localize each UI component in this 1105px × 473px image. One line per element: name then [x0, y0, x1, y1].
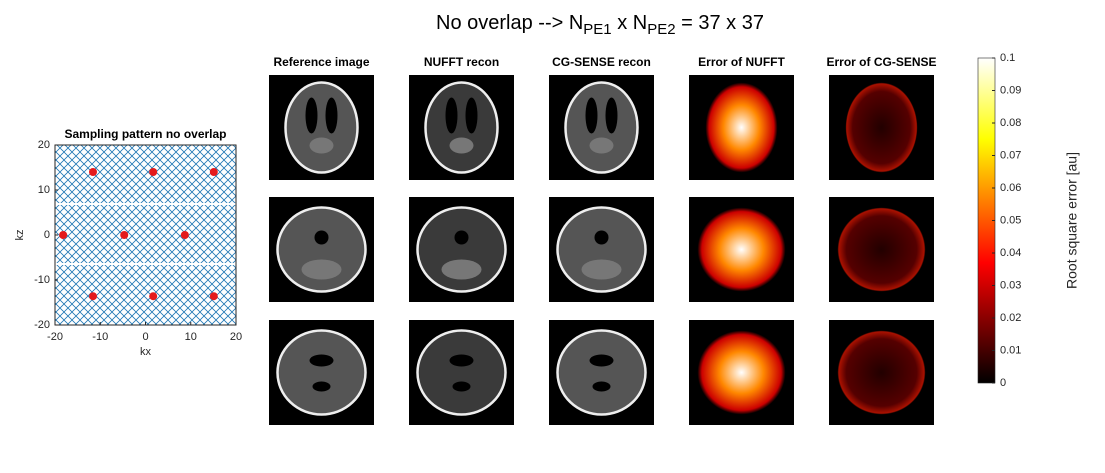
phantom-skull	[416, 206, 507, 293]
title-part: = 37 x 37	[676, 12, 764, 34]
phantom-feature	[581, 259, 622, 280]
colorbar-tick-label: 0.02	[1000, 312, 1021, 324]
column-title: Reference image	[273, 55, 369, 69]
sample-point	[120, 231, 129, 239]
colorbar-tick-label: 0.07	[1000, 149, 1021, 161]
phantom-feature	[312, 381, 331, 392]
phantom-feature	[589, 137, 614, 154]
y-tick-label: -10	[34, 274, 50, 286]
phantom-feature	[301, 259, 342, 280]
column-title: Error of CG-SENSE	[826, 55, 936, 69]
colorbar-tick-label: 0.06	[1000, 182, 1021, 194]
error-map	[705, 82, 778, 173]
colorbar-tick-label: 0.04	[1000, 247, 1021, 259]
phantom-feature	[309, 137, 334, 154]
column-title: CG-SENSE recon	[552, 55, 651, 69]
phantom-feature	[305, 97, 318, 134]
trajectory	[55, 265, 236, 325]
phantom-skull	[556, 329, 647, 416]
phantom-feature	[449, 137, 474, 154]
y-tick-label: 0	[44, 229, 50, 241]
trajectory	[55, 205, 236, 263]
title-subscript: PE1	[583, 21, 611, 38]
phantom-skull	[564, 81, 639, 174]
phantom-skull	[556, 206, 647, 293]
phantom-feature	[314, 230, 329, 245]
figure-title: No overlap --> NPE1 x NPE2 = 37 x 37	[436, 12, 764, 38]
x-tick-label: 20	[230, 331, 242, 343]
x-tick-label: -10	[92, 331, 108, 343]
colorbar-tick-label: 0	[1000, 377, 1006, 389]
x-tick-label: 10	[185, 331, 197, 343]
plot-title: Sampling pattern no overlap	[64, 127, 226, 141]
x-tick-label: -20	[47, 331, 63, 343]
colorbar-tick-label: 0.01	[1000, 344, 1021, 356]
phantom-feature	[309, 354, 334, 367]
phantom-feature	[605, 97, 618, 134]
x-axis-label: kx	[140, 346, 152, 358]
column-title: Error of NUFFT	[698, 55, 785, 69]
error-map	[697, 330, 786, 415]
colorbar-tick-label: 0.08	[1000, 117, 1021, 129]
image-grid	[269, 75, 934, 425]
phantom-feature	[452, 381, 471, 392]
colorbar-label: Root square error [au]	[1064, 152, 1080, 289]
y-axis-label: kz	[14, 230, 26, 241]
phantom-skull	[276, 329, 367, 416]
sample-point	[59, 231, 68, 239]
phantom-skull	[416, 329, 507, 416]
y-tick-label: 10	[38, 184, 50, 196]
title-part: x N	[612, 12, 648, 34]
error-map	[845, 82, 918, 173]
phantom-skull	[276, 206, 367, 293]
column-title: NUFFT recon	[424, 55, 499, 69]
title-subscript: PE2	[647, 21, 675, 38]
phantom-feature	[449, 354, 474, 367]
colorbar-tick-label: 0.05	[1000, 214, 1021, 226]
sample-point	[180, 231, 189, 239]
colorbar-tick-label: 0.09	[1000, 84, 1021, 96]
error-map	[697, 207, 786, 292]
phantom-feature	[465, 97, 478, 134]
sample-point	[209, 168, 218, 176]
phantom-feature	[441, 259, 482, 280]
title-part: No overlap --> N	[436, 12, 583, 34]
y-tick-label: 20	[38, 139, 50, 151]
error-map	[837, 330, 926, 415]
phantom-feature	[445, 97, 458, 134]
phantom-feature	[589, 354, 614, 367]
sampling-plot	[54, 144, 237, 326]
sample-point	[209, 292, 218, 301]
phantom-feature	[325, 97, 338, 134]
y-tick-label: -20	[34, 319, 50, 331]
phantom-feature	[594, 230, 609, 245]
sample-point	[149, 168, 158, 176]
sample-point	[149, 292, 158, 301]
sample-point	[89, 168, 98, 176]
phantom-feature	[592, 381, 611, 392]
sample-point	[89, 292, 98, 301]
trajectory	[55, 145, 236, 203]
x-tick-label: 0	[142, 331, 148, 343]
phantom-skull	[424, 81, 499, 174]
phantom-feature	[454, 230, 469, 245]
error-map	[837, 207, 926, 292]
phantom-skull	[284, 81, 359, 174]
colorbar-tick-label: 0.03	[1000, 279, 1021, 291]
phantom-feature	[585, 97, 598, 134]
colorbar-tick-label: 0.1	[1000, 52, 1015, 64]
